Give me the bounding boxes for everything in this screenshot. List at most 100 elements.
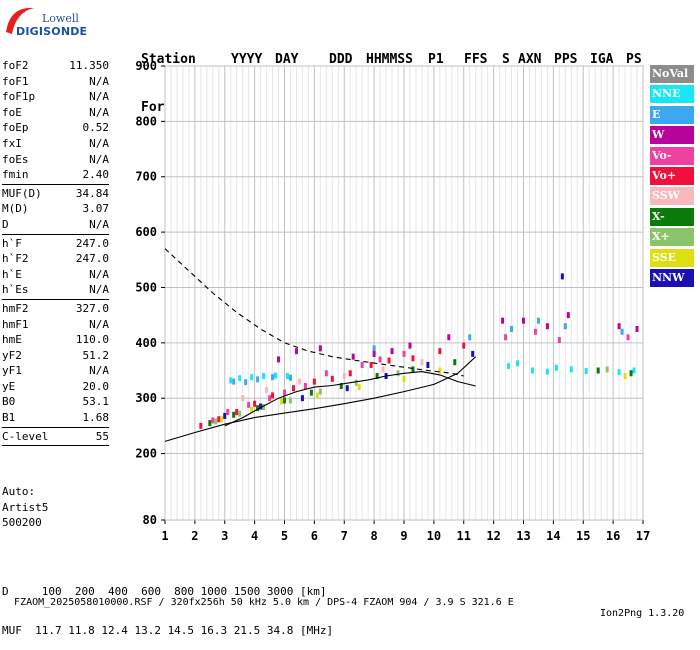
param-row: hmE 110.0 [2, 332, 109, 348]
echo-point [623, 373, 627, 380]
header-label: PS [626, 52, 642, 67]
x-tick-label: 16 [606, 529, 620, 543]
echo-point [501, 317, 505, 324]
echo-point [217, 416, 221, 423]
echo-point [235, 409, 239, 416]
param-value: 247.0 [75, 252, 109, 266]
header-label: IGA [590, 52, 614, 67]
echo-point [238, 410, 242, 417]
param-row: yF2 51.2 [2, 348, 109, 364]
param-row: foF1p N/A [2, 89, 109, 105]
echo-point [510, 325, 514, 332]
echo-point [357, 384, 361, 391]
echo-point [507, 363, 511, 370]
param-key: foF1 [2, 74, 29, 88]
param-row: M(D) 3.07 [2, 201, 109, 217]
param-value: N/A [89, 152, 109, 166]
param-value: 51.2 [82, 348, 110, 362]
echo-point [262, 404, 266, 411]
param-value: N/A [89, 74, 109, 88]
param-value: N/A [89, 90, 109, 104]
echo-point [208, 420, 212, 427]
echo-point [271, 392, 275, 399]
echo-point [312, 378, 316, 385]
echo-point [617, 323, 621, 330]
echo-point [250, 374, 254, 381]
param-value: N/A [89, 217, 109, 231]
echo-point [238, 375, 242, 382]
echo-point [626, 334, 630, 341]
x-tick-label: 9 [400, 529, 407, 543]
echo-point [378, 356, 382, 363]
echo-point [408, 342, 412, 349]
header-labels-row: Station YYYY DAY DDD HHMMSS P1 FFS S AXN PPS IGA PS [141, 52, 642, 68]
param-key: C-level [2, 429, 49, 443]
chart-legend: NoVal NNE E W Vo- Vo+ SSW X- X+ SSE NNW [650, 65, 694, 289]
header-label: DDD [329, 52, 353, 67]
logo-line2: DIGISONDE [16, 25, 88, 38]
echo-point [271, 374, 275, 381]
param-value: 3.07 [82, 202, 110, 216]
param-value: 0.52 [82, 121, 110, 135]
echo-point [294, 348, 298, 355]
param-row: MUF(D) 34.84 [2, 186, 109, 202]
param-row: h`E N/A [2, 267, 109, 283]
param-value: 34.84 [75, 186, 109, 200]
param-key: fmin [2, 168, 29, 182]
parameters-panel: foF2 11.350 foF1 N/A foF1p N/A foE N/A foEp 0.52 f… [2, 58, 109, 447]
echo-point [285, 373, 289, 380]
echo-point [569, 366, 573, 373]
echo-point [229, 377, 233, 384]
logo-line1: Lowell [42, 12, 79, 25]
param-row: foE N/A [2, 105, 109, 121]
param-key: foEs [2, 152, 29, 166]
param-key: h`F2 [2, 252, 29, 266]
y-tick-label: 400 [135, 336, 157, 350]
header-label: HHMMSS [366, 52, 413, 67]
y-tick-label: 500 [135, 280, 157, 294]
param-value: N/A [89, 105, 109, 119]
echo-point [339, 383, 343, 390]
echo-point [324, 370, 328, 377]
echo-point [426, 361, 430, 368]
param-key: h`F [2, 236, 22, 250]
x-tick-label: 17 [636, 529, 650, 543]
echo-point [545, 323, 549, 330]
echo-point [563, 323, 567, 330]
echo-point [199, 422, 203, 429]
echo-point [545, 368, 549, 375]
x-tick-label: 3 [221, 529, 228, 543]
echo-point [605, 366, 609, 373]
electron-density-profile-dashed [164, 248, 464, 377]
echo-point [354, 379, 358, 386]
echo-point [244, 379, 248, 386]
echo-point [283, 389, 286, 396]
param-divider [2, 183, 109, 185]
logo-swoosh-icon [6, 7, 34, 34]
footer-file-info: FZAOM_2025058010000.RSF / 320fx256h 50 k… [14, 597, 514, 608]
param-key: hmE [2, 333, 22, 347]
echo-point [330, 375, 334, 382]
legend-item-nnw-x: NNW [650, 268, 694, 287]
echo-point [533, 328, 537, 335]
echo-point [635, 325, 639, 332]
echo-point [620, 328, 624, 335]
echo-point [471, 350, 475, 357]
param-value: 110.0 [75, 333, 109, 347]
param-key: D [2, 217, 9, 231]
echo-point [262, 373, 266, 380]
echo-point [554, 364, 558, 371]
echo-point [309, 389, 313, 396]
param-row: B0 53.1 [2, 394, 109, 410]
x-tick-label: 12 [486, 529, 500, 543]
auto-label: Auto: [2, 485, 36, 498]
echo-point [522, 317, 525, 324]
param-value: 327.0 [75, 301, 109, 315]
header-label: PPS [554, 52, 578, 67]
header-label: AXN [518, 52, 542, 67]
echo-point [315, 392, 319, 399]
echo-point [348, 370, 352, 377]
param-row: D N/A [2, 217, 109, 233]
param-key: MUF(D) [2, 186, 42, 200]
legend-item-noval-x: NoVal [650, 65, 694, 83]
